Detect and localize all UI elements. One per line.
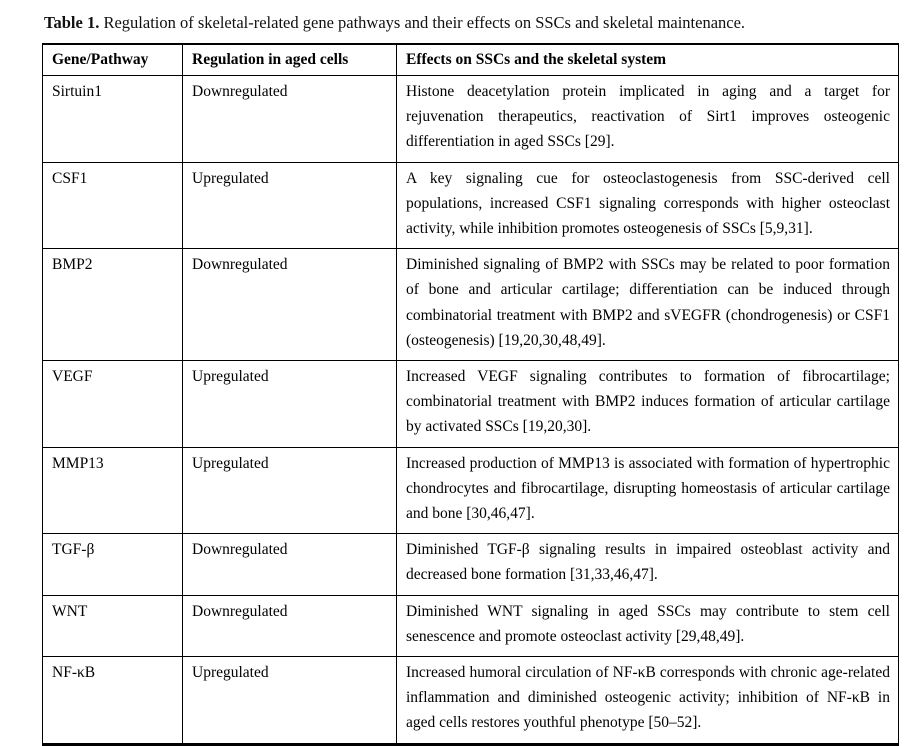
gene-cell: WNT	[42, 594, 183, 658]
table-row: Sirtuin1 Downregulated Histone deacetylati…	[42, 75, 899, 163]
table-row: TGF-β Downregulated Diminished TGF-β signa…	[42, 533, 899, 596]
gene-cell: MMP13	[42, 446, 183, 535]
effects-cell: Increased production of MMP13 is associa…	[396, 446, 899, 535]
regulation-cell: Downregulated	[182, 75, 397, 163]
effects-cell: Histone deacetylation protein implicated…	[396, 75, 899, 163]
gene-cell: TGF-β	[42, 533, 183, 596]
effects-cell: Diminished WNT signaling in aged SSCs ma…	[396, 594, 899, 658]
regulation-cell: Upregulated	[182, 161, 397, 250]
gene-pathway-table: Gene/Pathway Regulation in aged cells Ef…	[42, 43, 899, 746]
effects-cell: Diminished signaling of BMP2 with SSCs m…	[396, 248, 899, 362]
regulation-cell: Upregulated	[182, 656, 397, 745]
regulation-cell: Upregulated	[182, 360, 397, 448]
regulation-cell: Downregulated	[182, 533, 397, 596]
regulation-cell: Downregulated	[182, 594, 397, 658]
table-caption-label: Table 1.	[44, 13, 100, 32]
table-body: Sirtuin1 Downregulated Histone deacetylati…	[42, 75, 899, 745]
table-row: CSF1 Upregulated A key signaling cue for o…	[42, 161, 899, 250]
table-row: WNT Downregulated Diminished WNT signaling…	[42, 594, 899, 658]
gene-cell: CSF1	[42, 161, 183, 250]
effects-cell: A key signaling cue for osteoclastogenes…	[396, 161, 899, 250]
table-row: MMP13 Upregulated Increased production of …	[42, 446, 899, 535]
table-row: BMP2 Downregulated Diminished signaling of…	[42, 248, 899, 362]
gene-cell: VEGF	[42, 360, 183, 448]
effects-cell: Diminished TGF-β signaling results in im…	[396, 533, 899, 596]
header-regulation: Regulation in aged cells	[182, 43, 397, 76]
header-gene-pathway: Gene/Pathway	[42, 43, 183, 76]
table-caption: Table 1. Regulation of skeletal-related …	[44, 12, 923, 34]
gene-cell: Sirtuin1	[42, 75, 183, 163]
gene-cell: BMP2	[42, 248, 183, 362]
document-page: Table 1. Regulation of skeletal-related …	[42, 12, 923, 746]
effects-cell: Increased humoral circulation of NF-κB c…	[396, 656, 899, 745]
header-effects: Effects on SSCs and the skeletal system	[396, 43, 899, 76]
effects-cell: Increased VEGF signaling contributes to …	[396, 360, 899, 448]
regulation-cell: Downregulated	[182, 248, 397, 362]
table-caption-text: Regulation of skeletal-related gene path…	[99, 13, 746, 32]
table-header-row: Gene/Pathway Regulation in aged cells Ef…	[42, 43, 899, 76]
regulation-cell: Upregulated	[182, 446, 397, 535]
table-row: NF-κB Upregulated Increased humoral circul…	[42, 656, 899, 745]
gene-cell: NF-κB	[42, 656, 183, 745]
table-row: VEGF Upregulated Increased VEGF signaling …	[42, 360, 899, 448]
